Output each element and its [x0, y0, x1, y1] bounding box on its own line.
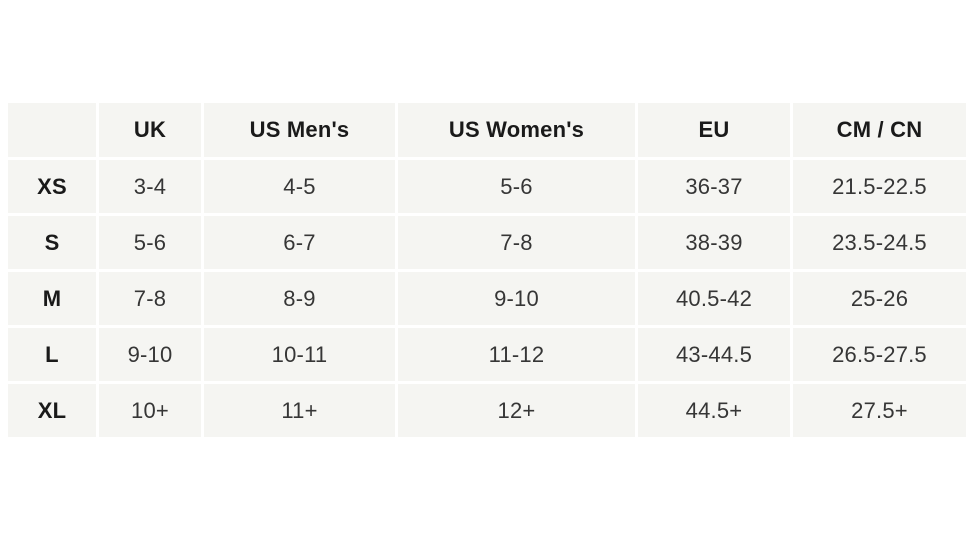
cell-xs-cm-cn: 21.5-22.5: [793, 160, 966, 213]
cell-s-us-mens: 6-7: [204, 216, 395, 269]
cell-xs-us-mens: 4-5: [204, 160, 395, 213]
size-label-s: S: [8, 216, 96, 269]
cell-xl-us-womens: 12+: [398, 384, 635, 437]
cell-s-cm-cn: 23.5-24.5: [793, 216, 966, 269]
cell-l-us-womens: 11-12: [398, 328, 635, 381]
size-label-xs: XS: [8, 160, 96, 213]
cell-xs-eu: 36-37: [638, 160, 790, 213]
cell-xl-uk: 10+: [99, 384, 201, 437]
column-header-us-womens: US Women's: [398, 103, 635, 157]
cell-s-uk: 5-6: [99, 216, 201, 269]
cell-m-us-womens: 9-10: [398, 272, 635, 325]
size-conversion-table: UK US Men's US Women's EU CM / CN XS 3-4…: [8, 103, 966, 437]
size-label-m: M: [8, 272, 96, 325]
cell-xs-uk: 3-4: [99, 160, 201, 213]
column-header-cm-cn: CM / CN: [793, 103, 966, 157]
cell-l-uk: 9-10: [99, 328, 201, 381]
cell-m-cm-cn: 25-26: [793, 272, 966, 325]
cell-xl-cm-cn: 27.5+: [793, 384, 966, 437]
cell-l-us-mens: 10-11: [204, 328, 395, 381]
cell-xl-eu: 44.5+: [638, 384, 790, 437]
corner-cell: [8, 103, 96, 157]
column-header-uk: UK: [99, 103, 201, 157]
cell-l-eu: 43-44.5: [638, 328, 790, 381]
size-label-l: L: [8, 328, 96, 381]
cell-m-uk: 7-8: [99, 272, 201, 325]
column-header-eu: EU: [638, 103, 790, 157]
cell-s-eu: 38-39: [638, 216, 790, 269]
cell-m-us-mens: 8-9: [204, 272, 395, 325]
cell-s-us-womens: 7-8: [398, 216, 635, 269]
size-label-xl: XL: [8, 384, 96, 437]
column-header-us-mens: US Men's: [204, 103, 395, 157]
cell-xl-us-mens: 11+: [204, 384, 395, 437]
cell-xs-us-womens: 5-6: [398, 160, 635, 213]
cell-m-eu: 40.5-42: [638, 272, 790, 325]
cell-l-cm-cn: 26.5-27.5: [793, 328, 966, 381]
